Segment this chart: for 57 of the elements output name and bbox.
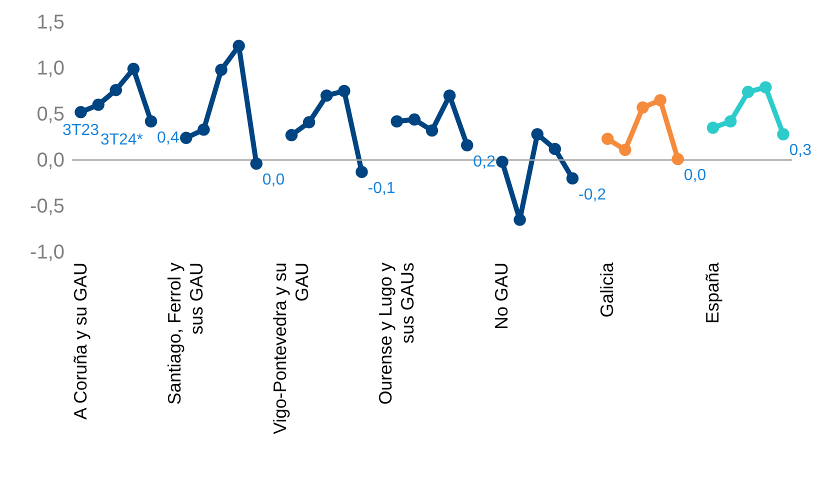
point <box>180 132 192 144</box>
point <box>250 158 263 170</box>
point <box>601 132 614 145</box>
x-tick-label: A Coruña y su GAU <box>70 262 90 420</box>
y-tick-label: 1,5 <box>36 12 64 34</box>
point <box>636 101 649 114</box>
point <box>144 115 158 128</box>
point <box>654 94 666 106</box>
point <box>74 106 87 118</box>
data-label: -0,1 <box>368 180 396 197</box>
point <box>742 86 754 98</box>
data-label: 0,4 <box>157 129 180 146</box>
y-tick-label: 0,0 <box>36 150 64 172</box>
point <box>724 115 737 128</box>
point <box>338 84 350 98</box>
point <box>672 152 684 166</box>
x-tick-label: Santiago, Ferrol y sus GAU <box>164 262 207 405</box>
y-tick-label: -1,0 <box>30 242 64 264</box>
point <box>443 89 456 102</box>
point <box>548 142 562 156</box>
y-tick-label: 1,0 <box>36 58 64 80</box>
point <box>566 172 579 185</box>
point <box>320 89 333 102</box>
point <box>514 214 526 226</box>
point <box>198 124 210 136</box>
point <box>92 98 104 111</box>
point <box>110 84 122 96</box>
y-tick-label: -0,5 <box>30 196 64 218</box>
data-label: 0,2 <box>473 153 496 170</box>
point <box>496 156 508 168</box>
x-tick-label: Ourense y Lugo y sus GAUs <box>375 262 418 405</box>
point <box>127 62 140 76</box>
data-label: 0,0 <box>262 172 285 189</box>
data-label: -0,2 <box>578 186 606 204</box>
point <box>215 64 228 76</box>
point <box>390 115 403 128</box>
annotation: 3T24* <box>100 131 144 148</box>
x-tick-label: Galicia <box>597 262 618 318</box>
annotation: 3T23 <box>62 122 100 140</box>
y-tick-label: 0,5 <box>36 104 64 126</box>
x-tick-label: Vigo-Pontevedra y su GAU <box>270 262 312 434</box>
point <box>356 166 368 178</box>
point <box>426 124 438 137</box>
point <box>232 40 245 52</box>
point <box>619 144 632 156</box>
point <box>285 129 298 142</box>
data-label: 0,0 <box>684 167 706 184</box>
point <box>408 113 421 126</box>
data-label: 0,3 <box>789 142 812 160</box>
point <box>777 128 790 140</box>
point <box>531 128 544 140</box>
x-tick-label: No GAU <box>492 262 512 330</box>
point <box>760 81 772 94</box>
point <box>461 139 474 152</box>
point <box>302 116 316 128</box>
x-tick-label: España <box>702 262 722 324</box>
point <box>706 122 720 134</box>
